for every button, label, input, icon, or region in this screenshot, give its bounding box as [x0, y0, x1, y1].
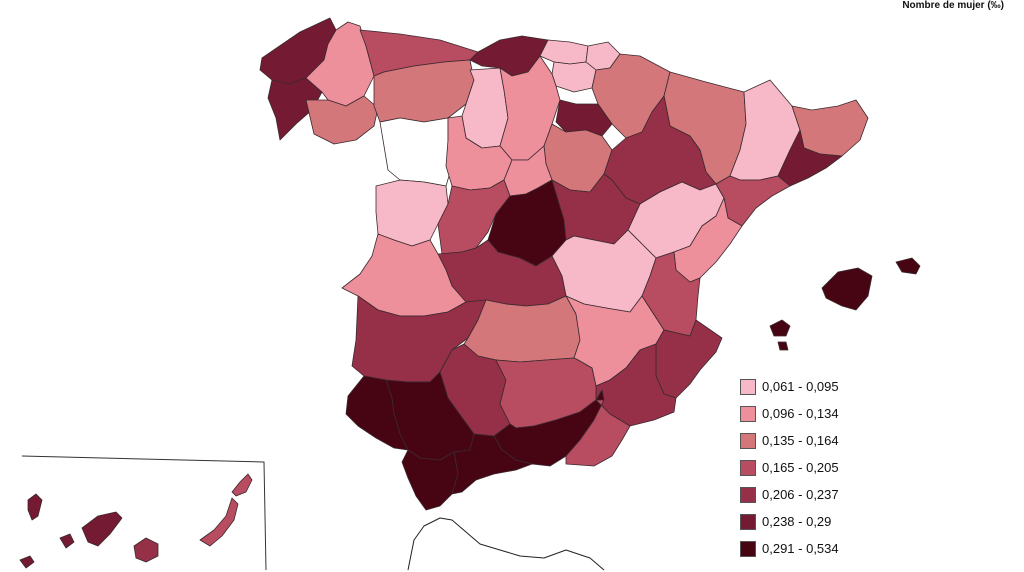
province-murcia[interactable]: [595, 343, 677, 427]
province-cadiz[interactable]: [401, 449, 459, 511]
province-zamora[interactable]: [379, 117, 453, 187]
legend-item: 0,238 - 0,29: [740, 508, 870, 535]
province-salamanca[interactable]: [375, 179, 449, 247]
province-ourense[interactable]: [305, 95, 379, 145]
legend-item: 0,061 - 0,095: [740, 373, 870, 400]
island-fuerteventura[interactable]: [199, 497, 239, 547]
island-ibiza[interactable]: [769, 319, 791, 337]
province-huelva[interactable]: [345, 375, 409, 451]
island-la-palma[interactable]: [27, 493, 43, 521]
province-alava[interactable]: [551, 61, 597, 93]
province-malaga[interactable]: [451, 433, 533, 495]
island-mallorca[interactable]: [821, 267, 873, 311]
legend-item: 0,096 - 0,134: [740, 400, 870, 427]
province-avila[interactable]: [437, 179, 511, 255]
legend-label: 0,135 - 0,164: [762, 433, 839, 448]
legend-item: 0,165 - 0,205: [740, 454, 870, 481]
legend-swatch: [740, 513, 756, 530]
island-gran-canaria[interactable]: [133, 537, 159, 563]
province-alicante[interactable]: [655, 319, 723, 399]
map-title: Nombre de mujer (‰): [902, 0, 1004, 11]
legend-swatch: [740, 405, 756, 422]
province-valencia[interactable]: [641, 251, 701, 337]
legend-swatch: [740, 378, 756, 395]
legend-label: 0,165 - 0,205: [762, 460, 839, 475]
legend-item: 0,291 - 0,534: [740, 535, 870, 562]
legend-swatch: [740, 459, 756, 476]
legend-swatch: [740, 432, 756, 449]
island-formentera[interactable]: [777, 341, 789, 351]
legend-label: 0,206 - 0,237: [762, 487, 839, 502]
canary-inset-frame: [21, 455, 267, 571]
legend-label: 0,291 - 0,534: [762, 541, 839, 556]
morocco-coast-outline: [407, 517, 605, 571]
island-menorca[interactable]: [895, 257, 921, 275]
island-el-hierro[interactable]: [19, 555, 35, 569]
province-vizcaya[interactable]: [539, 39, 589, 65]
province-almeria[interactable]: [565, 399, 631, 467]
legend-item: 0,206 - 0,237: [740, 481, 870, 508]
legend-label: 0,061 - 0,095: [762, 379, 839, 394]
island-la-gomera[interactable]: [59, 533, 75, 549]
province-tarragona[interactable]: [715, 175, 791, 227]
legend-label: 0,238 - 0,29: [762, 514, 832, 529]
province-pontevedra[interactable]: [267, 77, 323, 141]
legend-label: 0,096 - 0,134: [762, 406, 839, 421]
island-lanzarote[interactable]: [231, 473, 253, 497]
province-badajoz[interactable]: [351, 295, 487, 383]
legend-swatch: [740, 540, 756, 557]
legend-item: 0,135 - 0,164: [740, 427, 870, 454]
legend: 0,061 - 0,095 0,096 - 0,134 0,135 - 0,16…: [740, 373, 870, 562]
legend-swatch: [740, 486, 756, 503]
island-tenerife[interactable]: [81, 511, 123, 547]
